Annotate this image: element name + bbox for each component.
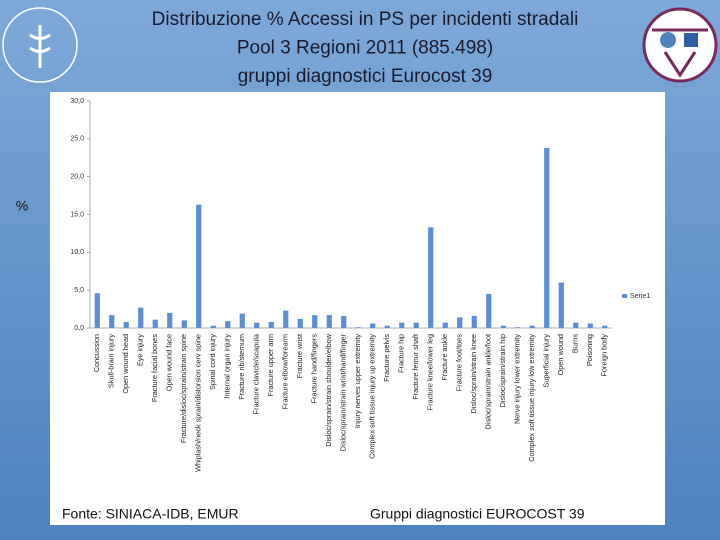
logo-dot xyxy=(660,32,676,48)
x-tick-label: Open wound face xyxy=(165,334,174,391)
chart-title: Distribuzione % Accessi in PS per incide… xyxy=(152,9,579,87)
bar xyxy=(370,323,376,328)
x-tick-label: Fracture/disloc/sprain/strain spine xyxy=(179,334,188,443)
bar xyxy=(326,315,332,328)
y-tick-label: 30,0 xyxy=(70,98,84,105)
title-line: gruppi diagnostici Eurocost 39 xyxy=(238,66,493,87)
bar xyxy=(544,147,550,328)
bar xyxy=(225,321,231,328)
y-tick-label: 0,0 xyxy=(74,325,84,332)
x-tick-label: Eye injury xyxy=(136,334,145,366)
logo-square xyxy=(684,33,698,47)
bar xyxy=(181,320,187,328)
bar xyxy=(471,315,477,328)
bar xyxy=(210,325,216,328)
bar xyxy=(341,315,347,328)
note: Gruppi diagnostici EUROCOST 39 xyxy=(370,506,585,522)
x-tick-label: Fracture facial bones xyxy=(150,334,159,402)
x-tick-label: Fracture knee/lower leg xyxy=(426,334,435,410)
y-tick-label: 15,0 xyxy=(70,211,84,218)
bar xyxy=(138,307,144,328)
bar xyxy=(167,312,173,328)
x-tick-label: Whiplash/neck sprain/distorsion cerv spi… xyxy=(194,334,203,472)
x-tick-label: Fracture upper arm xyxy=(266,334,275,396)
bar xyxy=(283,310,289,328)
bar xyxy=(587,323,593,328)
x-tick-label: Disloc/sprain/strain hip xyxy=(498,334,507,407)
bar xyxy=(500,325,506,328)
plot: 0,0 5,0 10,0 15,0 20,0 25,0 30,0 Concussion Skul… xyxy=(70,98,650,472)
bar xyxy=(558,282,564,328)
x-tick-label: Spinal cord injury xyxy=(208,334,217,390)
bar xyxy=(413,322,419,328)
y-tick-label: 5,0 xyxy=(74,287,84,294)
title-line: Pool 3 Regioni 2011 (885.498) xyxy=(237,38,493,59)
x-tick-label: Poisoning xyxy=(585,334,594,366)
x-tick-label: Fracture femur shaft xyxy=(411,334,420,400)
bar xyxy=(239,313,245,328)
legend-swatch xyxy=(622,294,627,298)
bar xyxy=(457,317,463,328)
x-tick-label: Open wound xyxy=(556,334,565,375)
logo-right xyxy=(642,7,718,83)
x-tick-label: Fracture hand/fingers xyxy=(310,334,319,404)
bar xyxy=(573,322,579,328)
bar xyxy=(529,325,535,328)
bar xyxy=(384,325,390,328)
x-tick-label: Concussion xyxy=(92,334,101,372)
x-tick-label: Superficial injury xyxy=(542,334,551,388)
logo-left xyxy=(2,7,78,83)
title-line: Distribuzione % Accessi in PS per incide… xyxy=(152,9,579,30)
bar xyxy=(297,318,303,328)
x-tick-label: Open wound head xyxy=(121,334,130,394)
x-tick-label: Fracture clavicle/scapula xyxy=(252,333,261,414)
bar xyxy=(109,315,115,328)
legend-label: Serie1 xyxy=(630,293,650,300)
x-tick-label: Disloc/sprain/strain ankle/foot xyxy=(484,334,493,429)
bar xyxy=(399,322,405,328)
bar xyxy=(254,322,260,328)
y-axis-label: % xyxy=(16,198,28,214)
x-tick-label: Burns xyxy=(571,334,580,353)
x-tick-label: Nerve injury lower extremity xyxy=(513,334,522,424)
y-tick-label: 25,0 xyxy=(70,136,84,143)
bar xyxy=(355,327,361,328)
x-tick-label: Disloc/sprain/strain shoulder/elbow xyxy=(324,333,333,446)
logo-symbol xyxy=(29,25,51,68)
x-tick-label: Foreign body xyxy=(600,334,609,377)
x-tick-label: Disloc/sprain/strain knee xyxy=(469,334,478,414)
bar xyxy=(486,293,492,328)
bar xyxy=(94,293,100,328)
bar xyxy=(312,315,318,328)
bar xyxy=(123,321,129,328)
x-tick-label: Complex soft tissue injury low extremity xyxy=(527,334,536,462)
x-tick-label: Fracture rib/sternum xyxy=(237,334,246,400)
x-tick-label: Fracture elbow/forearm xyxy=(281,334,290,409)
logo-mark xyxy=(652,28,708,78)
x-tick-label: Skull-brain injury xyxy=(107,334,116,388)
y-tick-label: 10,0 xyxy=(70,249,84,256)
bar xyxy=(196,204,202,328)
x-tick-label: Fracture ankle xyxy=(440,334,449,381)
bar xyxy=(268,321,274,328)
bar xyxy=(515,327,521,328)
x-tick-label: Injury nerves upper extremity xyxy=(353,334,362,428)
logo-badge xyxy=(642,7,718,83)
bar xyxy=(602,325,608,328)
x-tick-label: Complex soft tissue injury up extremity xyxy=(368,334,377,459)
bar xyxy=(442,322,448,328)
source: Fonte: SINIACA-IDB, EMUR xyxy=(62,506,239,522)
logo-ring xyxy=(2,7,78,83)
x-tick-label: Internal organ injury xyxy=(223,334,232,399)
x-tick-label: Fracture foot/toes xyxy=(455,334,464,392)
x-tick-label: Fracture wrist xyxy=(295,334,304,378)
bar xyxy=(428,227,434,328)
x-tick-label: Fracture hip xyxy=(397,334,406,373)
y-tick-label: 20,0 xyxy=(70,174,84,181)
bar xyxy=(152,319,158,328)
x-tick-label: Disloc/sprain/strain wrist/hand/finger xyxy=(339,333,348,451)
x-tick-label: Fracture pelvis xyxy=(382,334,391,382)
